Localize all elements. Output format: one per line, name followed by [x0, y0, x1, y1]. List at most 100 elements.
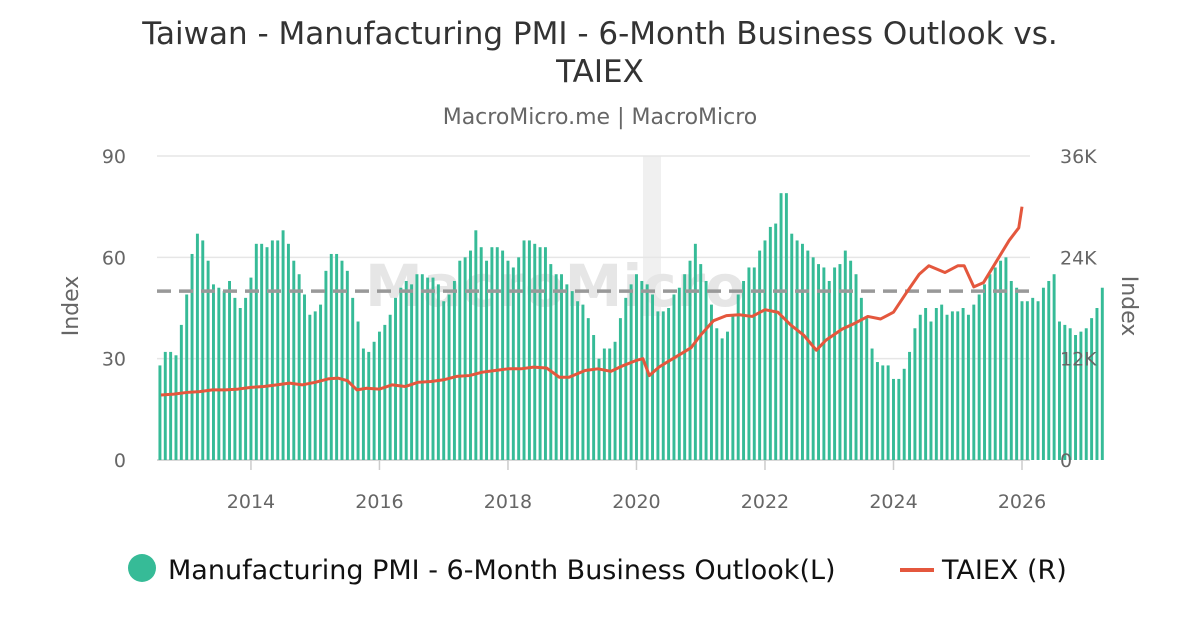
pmi-bar: [1084, 328, 1088, 460]
pmi-bar: [618, 318, 622, 460]
pmi-bar: [169, 351, 173, 460]
pmi-bar: [238, 308, 242, 460]
pmi-bar: [581, 304, 585, 460]
pmi-bar: [768, 226, 772, 460]
pmi-bar: [677, 287, 681, 460]
pmi-bar: [313, 311, 317, 460]
pmi-bar: [1063, 324, 1067, 460]
pmi-bar: [731, 314, 735, 460]
pmi-bar: [613, 341, 617, 460]
pmi-bar: [281, 230, 285, 460]
pmi-bar: [934, 308, 938, 460]
pmi-bar: [635, 274, 638, 460]
pmi-bar: [404, 280, 408, 460]
pmi-bar: [217, 287, 221, 460]
pmi-bar: [249, 277, 253, 460]
pmi-bar: [838, 264, 842, 460]
right-tick-label: 0: [1060, 450, 1072, 472]
pmi-bar: [394, 297, 397, 460]
pmi-bar: [1015, 287, 1019, 460]
pmi-bar: [972, 304, 976, 460]
pmi-bar: [736, 294, 740, 460]
pmi-bar: [212, 284, 215, 460]
pmi-bar: [656, 311, 660, 460]
pmi-bar: [410, 284, 414, 460]
pmi-bar: [950, 311, 954, 460]
pmi-bar: [908, 351, 912, 460]
pmi-bar: [897, 378, 901, 460]
x-tick-label: 2018: [484, 491, 532, 513]
pmi-bar: [308, 314, 312, 460]
pmi-bar: [940, 304, 944, 460]
pmi-bar: [833, 267, 837, 460]
line-series: [160, 206, 1024, 397]
pmi-bar: [383, 324, 387, 460]
pmi-bar: [527, 240, 531, 460]
pmi-bar: [335, 253, 339, 460]
pmi-bar: [549, 264, 553, 460]
pmi-bar: [543, 247, 547, 460]
pmi-bar: [758, 250, 762, 460]
pmi-bar: [1041, 287, 1045, 460]
pmi-bar: [533, 243, 537, 460]
pmi-bar: [303, 294, 306, 460]
left-tick-label: 60: [102, 247, 126, 269]
pmi-bar: [297, 274, 301, 460]
pmi-bar: [1090, 318, 1094, 460]
pmi-bar: [1047, 280, 1051, 460]
pmi-bar: [517, 257, 521, 460]
pmi-bar: [576, 301, 580, 460]
pmi-bar: [966, 314, 970, 460]
pmi-bar: [163, 351, 167, 460]
pmi-bar: [522, 240, 526, 460]
pmi-bar: [742, 280, 746, 460]
pmi-bar: [201, 240, 205, 460]
pmi-bar: [329, 253, 333, 460]
pmi-bar: [704, 280, 708, 460]
pmi-bar: [699, 264, 703, 460]
pmi-bar: [565, 284, 569, 460]
legend-bar-label[interactable]: Manufacturing PMI - 6-Month Business Out…: [168, 555, 836, 586]
pmi-bar: [929, 321, 933, 460]
pmi-bar: [822, 267, 826, 460]
pmi-bar: [592, 335, 596, 460]
left-tick-label: 30: [102, 349, 126, 371]
pmi-bar: [849, 260, 853, 460]
pmi-bar: [1095, 308, 1099, 460]
pmi-bar: [747, 267, 751, 460]
pmi-bar: [961, 308, 965, 460]
pmi-bar: [399, 287, 403, 460]
pmi-bar: [260, 243, 264, 460]
pmi-bar: [1031, 297, 1035, 460]
pmi-bar: [956, 311, 960, 460]
pmi-bar: [693, 243, 697, 460]
pmi-bar: [688, 260, 692, 460]
x-tick-label: 2014: [227, 491, 275, 513]
axes: 0 0 30 12K 60 24K 90 36K 2014 2016 2018 2020 2022 202…: [102, 146, 1097, 513]
right-axis-title: Index: [1116, 276, 1141, 337]
pmi-bar: [1004, 257, 1008, 460]
pmi-bar: [195, 233, 199, 460]
pmi-bar: [495, 247, 499, 460]
pmi-bar: [651, 294, 655, 460]
pmi-bar: [1100, 287, 1104, 460]
legend-line-label[interactable]: TAIEX (R): [941, 555, 1067, 586]
pmi-bar: [988, 274, 992, 460]
x-tick-label: 2024: [869, 491, 917, 513]
pmi-bar: [790, 233, 794, 460]
x-tick-label: 2020: [612, 491, 660, 513]
x-tick-label: 2016: [355, 491, 403, 513]
pmi-bar: [597, 358, 601, 460]
legend: Manufacturing PMI - 6-Month Business Out…: [128, 554, 1067, 586]
pmi-bar: [463, 257, 467, 460]
pmi-bar: [265, 247, 269, 460]
pmi-bar: [538, 247, 542, 460]
right-tick-label: 12K: [1060, 349, 1097, 371]
left-axis-title: Index: [59, 276, 84, 337]
pmi-bar: [661, 311, 665, 460]
pmi-bar: [1058, 321, 1061, 460]
pmi-bar: [752, 267, 756, 460]
pmi-bar: [511, 267, 515, 460]
legend-bar-marker[interactable]: [128, 554, 156, 582]
pmi-bar: [361, 348, 365, 460]
